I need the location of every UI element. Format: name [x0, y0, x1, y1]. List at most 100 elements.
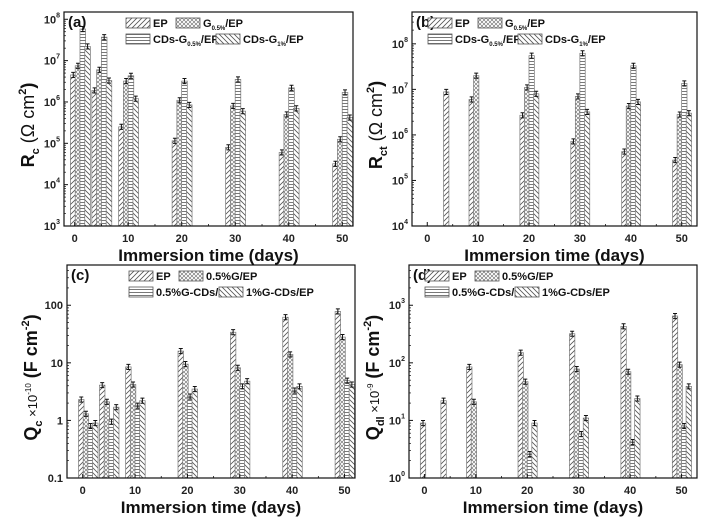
bar: [105, 80, 113, 227]
x-tick-label: 50: [336, 233, 348, 245]
legend-swatch: [128, 286, 154, 298]
bar: [531, 422, 538, 479]
legend-swatch: [218, 286, 244, 298]
legend-swatch: [427, 17, 453, 29]
error-bar: [532, 419, 537, 427]
y-tick-label: 102: [389, 356, 405, 370]
error-bar: [626, 368, 631, 375]
bar: [443, 91, 450, 227]
x-tick-label: 0: [421, 485, 427, 497]
error-bar: [131, 381, 136, 388]
error-bar: [106, 77, 111, 84]
bar: [440, 400, 447, 479]
bar: [186, 104, 193, 227]
y-tick-label: 100: [389, 471, 405, 485]
error-bar: [421, 419, 426, 427]
error-bar: [585, 108, 590, 115]
error-bar: [88, 422, 93, 430]
y-tick-label: 0.1: [48, 473, 63, 485]
y-tick-label: 1: [57, 415, 63, 427]
x-tick-label: 30: [573, 485, 585, 497]
error-bar: [183, 361, 188, 368]
bar: [473, 75, 480, 227]
x-tick-label: 0: [72, 233, 78, 245]
error-bar: [682, 80, 687, 87]
y-tick-label: 107: [44, 54, 60, 68]
error-bar: [343, 89, 348, 96]
bar: [84, 46, 91, 227]
x-tick-label: 10: [470, 485, 482, 497]
error-bar: [292, 387, 297, 394]
y-tick-label: 100: [45, 300, 63, 312]
legend-swatch: [175, 17, 201, 29]
legend-swatch: [514, 286, 540, 298]
error-bar: [467, 363, 472, 370]
error-bar: [635, 395, 640, 402]
legend-item: 1%G-CDs/EP: [218, 286, 314, 299]
legend-item: CDs-G1%/EP: [517, 33, 606, 48]
legend-swatch: [125, 33, 151, 45]
error-bar: [579, 430, 584, 438]
panel-label: (c): [71, 267, 89, 284]
x-tick-label: 50: [338, 485, 350, 497]
legend-label: CDs-G0.5%/EP: [153, 34, 219, 48]
error-bar: [571, 138, 576, 145]
error-bar: [177, 97, 182, 104]
error-bar: [71, 71, 76, 79]
y-tick-label: 101: [389, 413, 405, 427]
legend-item: 0.5%G-CDs/EP: [128, 286, 233, 299]
legend-item: 0.5%G/EP: [178, 270, 257, 283]
error-bar: [126, 363, 131, 370]
error-bar: [79, 396, 84, 403]
error-bar: [93, 419, 98, 427]
error-bar: [340, 334, 345, 341]
error-bar: [182, 78, 187, 85]
error-bar: [178, 348, 183, 355]
y-axis-title: Rct (Ω cm2): [365, 81, 390, 169]
bar: [533, 93, 540, 227]
error-bar: [135, 402, 140, 409]
error-bar: [294, 105, 299, 112]
legend-label: 0.5%G-CDs/EP: [156, 287, 233, 299]
panel-b: 104 105 106 107 108 0 10 20 30 40 50 Immersion time…: [365, 11, 698, 265]
bar: [685, 386, 692, 479]
bar: [244, 380, 251, 479]
panel-c: 0.1 1 10 100 0 10 20 30 40 50 Immersion time (days…: [20, 264, 356, 517]
legend-label: EP: [153, 18, 168, 30]
error-bar: [80, 25, 85, 33]
legend-label: EP: [156, 271, 171, 283]
legend-item: EP: [424, 270, 467, 283]
error-bar: [576, 93, 580, 100]
x-tick-label: 50: [675, 485, 687, 497]
error-bar: [104, 398, 109, 405]
error-bar: [335, 308, 340, 315]
y-axis-title: Rc (Ω cm2): [17, 83, 42, 168]
legend-item: 0.5%G-CDs/EP: [424, 286, 529, 299]
legend-swatch: [477, 17, 503, 29]
legend-label: G0.5%/EP: [203, 18, 243, 32]
legend-item: CDs-G1%/EP: [215, 33, 304, 48]
panel-a: 103 104 105 106 107 108 0 10 20 30 40 50 Immersion t…: [17, 11, 354, 265]
y-axis-title: Qc ×10-10 (F cm-2): [20, 314, 45, 440]
error-bar: [677, 111, 682, 118]
legend-item: 1%G-CDs/EP: [514, 286, 610, 299]
bar: [293, 108, 300, 227]
error-bar: [349, 381, 354, 388]
error-bar: [289, 84, 294, 91]
error-bar: [128, 72, 133, 79]
error-bar: [124, 78, 129, 85]
y-tick-label: 103: [389, 298, 405, 312]
x-tick-label: 40: [625, 233, 637, 245]
y-tick-label: 108: [44, 12, 60, 26]
x-tick-label: 20: [521, 485, 533, 497]
bar: [634, 101, 641, 227]
legend-label: G0.5%/EP: [505, 18, 545, 32]
panel-label: (a): [68, 14, 86, 31]
error-bar: [100, 382, 105, 389]
error-bar: [85, 43, 90, 50]
error-bar: [140, 397, 145, 404]
error-bar: [119, 123, 124, 130]
bar: [419, 422, 427, 479]
x-tick-label: 20: [181, 485, 193, 497]
x-tick-label: 50: [676, 233, 688, 245]
